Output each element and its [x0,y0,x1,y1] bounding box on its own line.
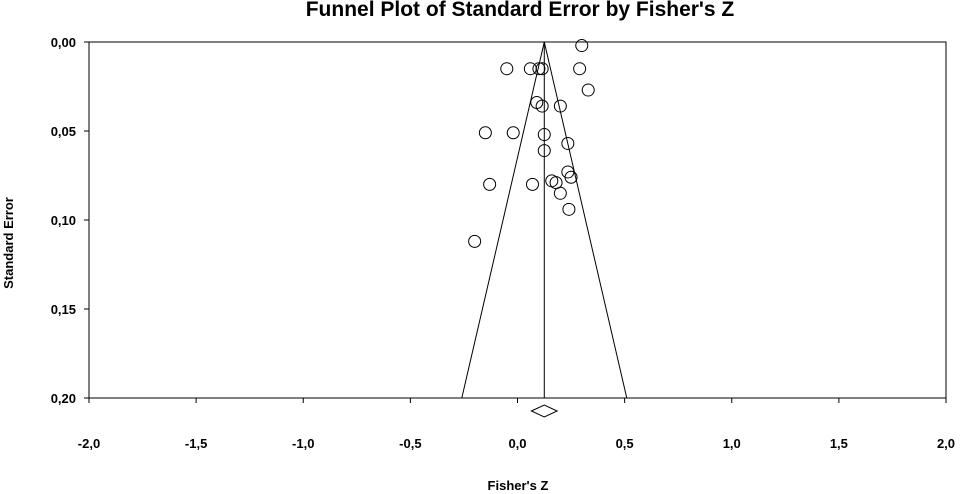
summary-diamond [530,404,559,418]
x-axis-label: Fisher's Z [488,478,549,493]
data-point [535,62,549,76]
y-tick-label: 0,00 [51,35,76,50]
study-points [468,39,595,248]
y-axis-label: Standard Error [1,197,16,289]
y-axis: 0,00 0,05 0,10 0,15 0,20 [51,35,89,406]
x-tick-label: 0,5 [616,436,634,451]
x-tick-label: 0,0 [508,436,526,451]
x-tick-label: 1,5 [830,436,848,451]
data-point [525,177,539,191]
data-point [562,202,576,216]
y-tick-label: 0,10 [51,213,76,228]
data-point [575,39,589,53]
data-point [553,186,567,200]
y-tick-label: 0,15 [51,302,76,317]
data-point [532,62,546,76]
funnel-lines [461,41,628,418]
data-point [483,177,497,191]
data-point [468,234,482,248]
funnel-left-line [461,41,545,399]
data-point [478,126,492,140]
x-tick-label: -2,0 [78,436,100,451]
data-point [561,136,575,150]
chart-title: Funnel Plot of Standard Error by Fisher'… [305,0,735,21]
data-point [553,99,567,113]
x-tick-label: -1,5 [185,436,207,451]
data-point [564,170,578,184]
data-point [535,99,549,113]
y-tick-label: 0,05 [51,124,76,139]
x-axis: -2,0 -1,5 -1,0 -0,5 0,0 0,5 1,0 1,5 2,0 [78,397,955,451]
data-point [537,144,551,158]
data-point [500,62,514,76]
funnel-right-line [543,41,628,399]
data-point [537,128,551,142]
x-tick-label: -1,0 [292,436,314,451]
data-point [573,62,587,76]
data-point [506,126,520,140]
x-tick-label: 2,0 [937,436,955,451]
plot-frame [88,41,947,399]
x-tick-label: -0,5 [399,436,421,451]
x-tick-label: 1,0 [723,436,741,451]
y-tick-label: 0,20 [51,391,76,406]
data-point [581,83,595,97]
